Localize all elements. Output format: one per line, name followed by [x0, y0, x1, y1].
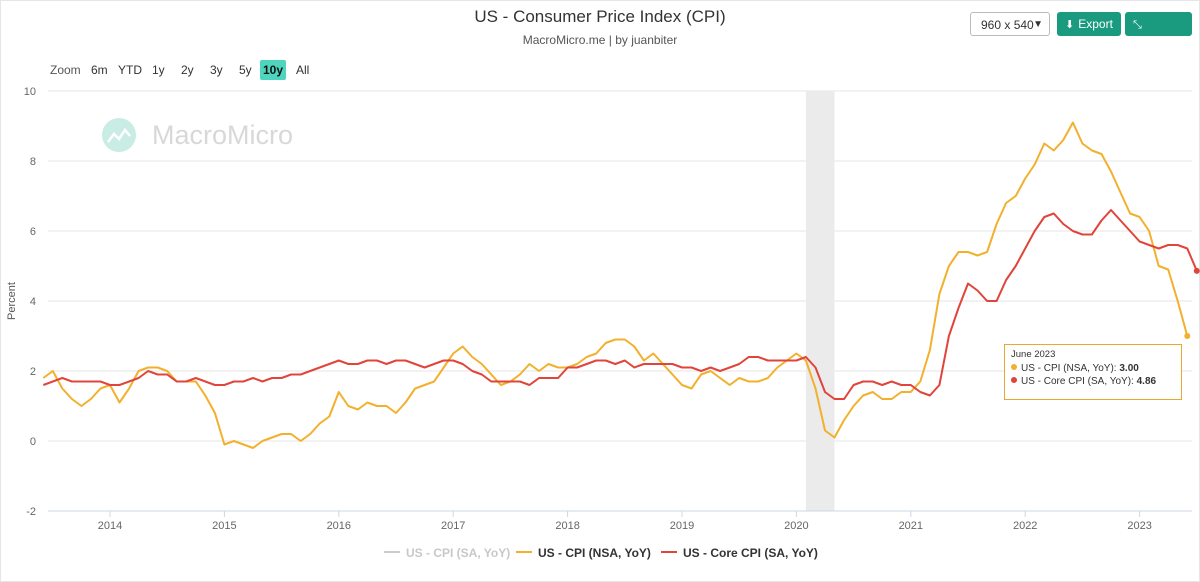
core-cpi-line [42, 209, 1198, 400]
legend-item-cpi-nsa[interactable]: US - CPI (NSA, YoY) [516, 546, 651, 560]
zoom-1y-button[interactable]: 1y [152, 63, 165, 77]
legend-label: US - Core CPI (SA, YoY) [683, 546, 818, 560]
chart-legend: US - CPI (SA, YoY) US - CPI (NSA, YoY) U… [0, 546, 1200, 564]
core-cpi-last-point [1193, 267, 1200, 274]
chevron-down-icon: ▼ [1033, 19, 1043, 30]
export-label: Export [1078, 17, 1113, 31]
reduce-label: Reduce [1133, 42, 1175, 56]
x-tick-label: 2020 [784, 520, 808, 532]
x-tick-label: 2016 [327, 520, 351, 532]
x-tick-label: 2019 [670, 520, 694, 532]
y-tick-label: 2 [30, 366, 36, 378]
tooltip-date: June 2023 [1011, 349, 1056, 360]
y-tick-label: -2 [26, 506, 36, 518]
legend-swatch-icon [384, 551, 400, 553]
cpi-dot-icon [1011, 364, 1017, 370]
tooltip-cpi-label: US - CPI (NSA, YoY): [1021, 363, 1120, 374]
zoom-label: Zoom [50, 63, 81, 77]
x-tick-label: 2014 [98, 520, 122, 532]
download-icon: ⬇ [1065, 19, 1075, 31]
chart-title: US - Consumer Price Index (CPI) [474, 7, 726, 26]
size-select[interactable]: 960 x 540 ▼ [970, 12, 1050, 36]
tooltip-core-label: US - Core CPI (SA, YoY): [1021, 376, 1137, 387]
legend-item-core-cpi[interactable]: US - Core CPI (SA, YoY) [661, 546, 818, 560]
reduce-icon: ⤡ [1133, 19, 1142, 31]
zoom-10y-button[interactable]: 10y [260, 60, 287, 80]
size-select-value: 960 x 540 [981, 18, 1034, 32]
x-tick-label: 2021 [899, 520, 923, 532]
x-tick-label: 2015 [212, 520, 236, 532]
legend-label: US - CPI (SA, YoY) [406, 546, 511, 560]
legend-label: US - CPI (NSA, YoY) [538, 546, 651, 560]
x-tick-label: 2017 [441, 520, 465, 532]
zoom-6m-button[interactable]: 6m [91, 63, 108, 77]
zoom-2y-button[interactable]: 2y [181, 63, 194, 77]
y-tick-label: 10 [24, 86, 36, 98]
core-cpi-dot-icon [1011, 377, 1017, 383]
line-chart: MacroMicro -2 0 2 4 6 8 10 2014 2015 2016 2017 2018… [24, 86, 1200, 532]
zoom-3y-button[interactable]: 3y [210, 63, 223, 77]
x-tick-label: 2022 [1013, 520, 1037, 532]
legend-swatch-icon [516, 551, 532, 553]
y-tick-label: 4 [30, 296, 36, 308]
x-tick-label: 2018 [555, 520, 579, 532]
x-tick-label: 2023 [1127, 520, 1151, 532]
legend-swatch-icon [661, 551, 677, 553]
y-tick-label: 8 [30, 156, 36, 168]
data-tooltip: June 2023 US - CPI (NSA, YoY): 3.00 US -… [1004, 344, 1182, 400]
tooltip-row-cpi: US - CPI (NSA, YoY): 3.00 [1011, 362, 1175, 375]
tooltip-row-core-cpi: US - Core CPI (SA, YoY): 4.86 [1011, 375, 1175, 388]
legend-item-cpi-sa[interactable]: US - CPI (SA, YoY) [384, 546, 510, 560]
chart-subtitle: MacroMicro.me | by juanbiter [522, 33, 678, 47]
watermark: MacroMicro [102, 118, 293, 152]
zoom-5y-button[interactable]: 5y [239, 63, 252, 77]
reduce-button[interactable]: ⤡ Reduce [1125, 12, 1192, 56]
tooltip-cpi-value: 3.00 [1119, 363, 1139, 374]
recession-band [805, 91, 835, 511]
export-button[interactable]: ⬇ Export [1057, 12, 1121, 36]
zoom-all-button[interactable]: All [296, 63, 310, 77]
zoom-ytd-button[interactable]: YTD [118, 63, 142, 77]
watermark-text: MacroMicro [152, 120, 293, 150]
y-tick-label: 0 [30, 436, 36, 448]
watermark-logo-icon [102, 118, 136, 152]
tooltip-core-value: 4.86 [1136, 376, 1157, 387]
watermark-logo-mark [107, 127, 131, 143]
y-tick-label: 6 [30, 226, 36, 238]
cpi-nsa-line [42, 121, 1189, 449]
cpi-nsa-last-point [1184, 333, 1191, 339]
